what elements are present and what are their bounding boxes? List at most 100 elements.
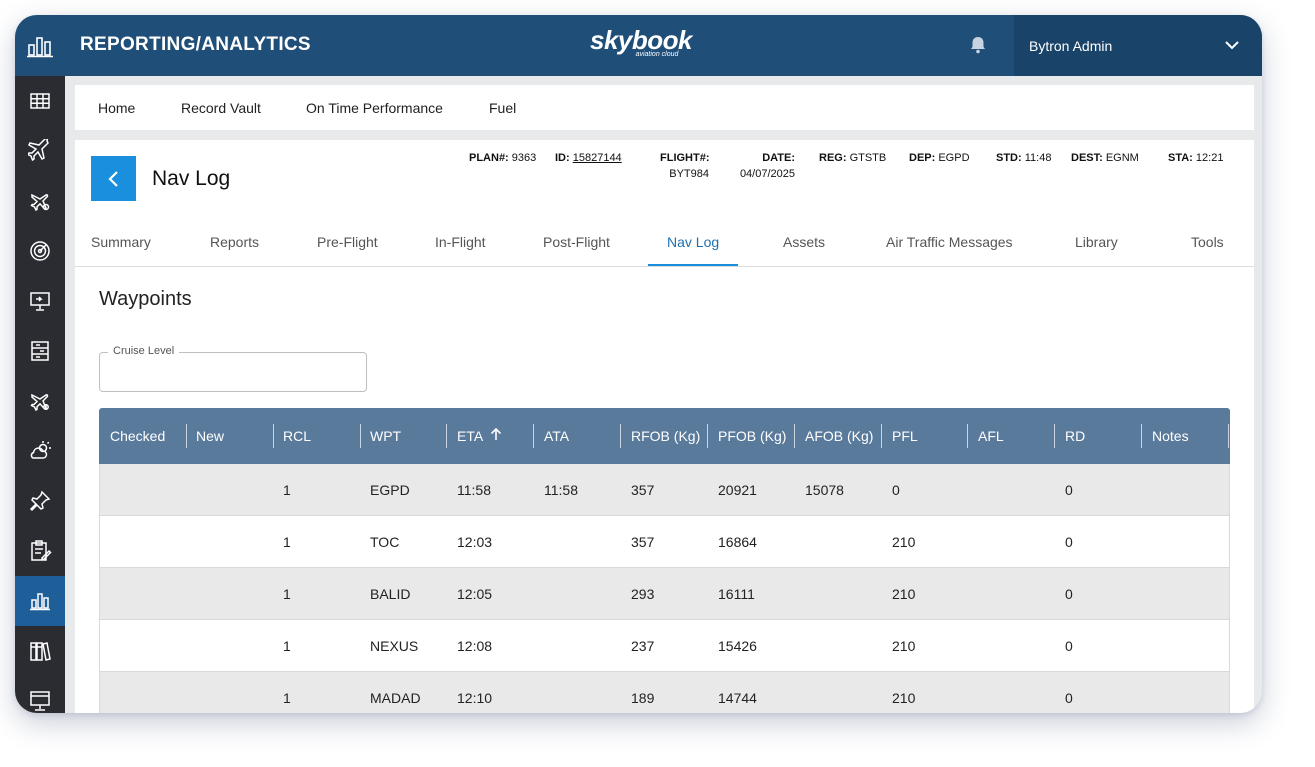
menu-item-home[interactable]: Home xyxy=(98,100,136,116)
bell-icon[interactable] xyxy=(968,35,988,60)
sort-ascending-icon[interactable] xyxy=(490,427,502,446)
airplane-icon[interactable] xyxy=(15,126,65,176)
cell-wpt: BALID xyxy=(370,586,411,602)
main-menu: Home Record Vault On Time Performance Fu… xyxy=(75,85,1254,130)
registration: REG: GTSTB xyxy=(819,152,887,164)
library-icon[interactable] xyxy=(15,626,65,676)
tab-reports[interactable]: Reports xyxy=(210,234,260,250)
column-divider xyxy=(794,424,795,448)
flight-id: ID: 15827144 xyxy=(555,152,622,164)
user-name: Bytron Admin xyxy=(1029,37,1113,54)
column-header-pfl[interactable]: PFL xyxy=(892,428,918,444)
column-header-new[interactable]: New xyxy=(196,428,225,444)
cell-rd: 0 xyxy=(1065,690,1073,706)
table-row[interactable]: 1 MADAD 12:10 189 14744 210 0 xyxy=(99,672,1230,713)
table-border xyxy=(99,464,100,713)
cell-rd: 0 xyxy=(1065,534,1073,550)
cell-rfob: 357 xyxy=(631,534,655,550)
column-header-rcl[interactable]: RCL xyxy=(283,428,312,444)
cell-pfl: 210 xyxy=(892,586,916,602)
table-row[interactable]: 1 BALID 12:05 293 16111 210 0 xyxy=(99,568,1230,620)
tab-nav-log[interactable]: Nav Log xyxy=(667,234,720,250)
cell-wpt: EGPD xyxy=(370,482,410,498)
column-divider xyxy=(707,424,708,448)
back-button[interactable] xyxy=(91,156,136,201)
table-row[interactable]: 1 EGPD 11:58 11:58 357 20921 15078 0 0 xyxy=(99,464,1230,516)
tab-library[interactable]: Library xyxy=(1075,234,1118,250)
column-header-wpt[interactable]: WPT xyxy=(370,428,402,444)
column-header-afob[interactable]: AFOB (Kg) xyxy=(805,428,874,444)
flight-id-link[interactable]: 15827144 xyxy=(572,152,622,164)
grid-icon[interactable] xyxy=(15,76,65,126)
cell-wpt: TOC xyxy=(370,534,400,550)
cell-rd: 0 xyxy=(1065,638,1073,654)
tab-summary[interactable]: Summary xyxy=(91,234,151,250)
column-header-eta[interactable]: ETA xyxy=(457,428,484,444)
tab-post-flight[interactable]: Post-Flight xyxy=(543,234,610,250)
column-divider xyxy=(186,424,187,448)
column-divider xyxy=(273,424,274,448)
active-tab-indicator xyxy=(648,264,738,266)
flight-number: FLIGHT#: BYT984 xyxy=(660,152,710,180)
pin-icon[interactable] xyxy=(15,476,65,526)
cell-pfob: 14744 xyxy=(718,690,757,706)
cell-eta: 12:10 xyxy=(457,690,493,706)
page-title: Nav Log xyxy=(152,167,231,190)
column-divider xyxy=(446,424,447,448)
table-row[interactable]: 1 NEXUS 12:08 237 15426 210 0 xyxy=(99,620,1230,672)
records-icon[interactable] xyxy=(15,326,65,376)
user-menu[interactable]: Bytron Admin xyxy=(1014,15,1262,76)
cruise-level-field[interactable] xyxy=(99,352,367,392)
radar-icon[interactable] xyxy=(15,226,65,276)
checklist-icon[interactable] xyxy=(15,526,65,576)
column-divider xyxy=(1141,424,1142,448)
reporting-logo-icon[interactable] xyxy=(15,15,65,76)
cruise-level-label: Cruise Level xyxy=(108,345,180,357)
table-border xyxy=(1229,464,1230,713)
column-divider xyxy=(1054,424,1055,448)
cell-rcl: 1 xyxy=(283,638,291,654)
tab-air-traffic-messages[interactable]: Air Traffic Messages xyxy=(886,234,1013,250)
tab-bar: Summary Reports Pre-Flight In-Flight Pos… xyxy=(75,220,1254,267)
presentation-icon[interactable] xyxy=(15,276,65,326)
column-divider xyxy=(533,424,534,448)
cell-pfob: 16864 xyxy=(718,534,757,550)
menu-item-fuel[interactable]: Fuel xyxy=(489,100,517,116)
aircraft-maintenance-icon[interactable] xyxy=(15,376,65,426)
top-bar: REPORTING/ANALYTICS skybook aviation clo… xyxy=(15,15,1262,76)
plan-number: PLAN#: 9363 xyxy=(469,152,537,164)
table-header: Checked New RCL WPT ETA ATA RFOB (Kg) PF… xyxy=(99,408,1230,464)
menu-item-record-vault[interactable]: Record Vault xyxy=(181,100,261,116)
reporting-icon[interactable] xyxy=(15,576,65,626)
app-title: REPORTING/ANALYTICS xyxy=(80,34,311,55)
display-icon[interactable] xyxy=(15,676,65,713)
column-header-pfob[interactable]: PFOB (Kg) xyxy=(718,428,787,444)
column-divider xyxy=(360,424,361,448)
flight-ops-icon[interactable] xyxy=(15,176,65,226)
chevron-left-icon xyxy=(107,170,118,187)
column-header-rd[interactable]: RD xyxy=(1065,428,1086,444)
weather-icon[interactable] xyxy=(15,426,65,476)
chevron-down-icon[interactable] xyxy=(1224,38,1240,56)
table-row[interactable]: 1 TOC 12:03 357 16864 210 0 xyxy=(99,516,1230,568)
brand-name: skybook xyxy=(590,25,693,55)
std: STD: 11:48 xyxy=(996,152,1052,164)
cell-pfl: 210 xyxy=(892,534,916,550)
column-header-rfob[interactable]: RFOB (Kg) xyxy=(631,428,701,444)
cell-pfob: 16111 xyxy=(718,586,755,602)
cell-wpt: NEXUS xyxy=(370,638,419,654)
tab-assets[interactable]: Assets xyxy=(783,234,826,250)
menu-item-on-time-performance[interactable]: On Time Performance xyxy=(306,100,443,116)
column-header-notes[interactable]: Notes xyxy=(1152,428,1189,444)
column-divider xyxy=(1228,424,1229,448)
column-header-ata[interactable]: ATA xyxy=(544,428,570,444)
sidebar xyxy=(15,76,65,713)
tab-in-flight[interactable]: In-Flight xyxy=(435,234,486,250)
cell-rcl: 1 xyxy=(283,534,291,550)
destination: DEST: EGNM xyxy=(1071,152,1139,164)
tab-tools[interactable]: Tools xyxy=(1191,234,1224,250)
column-header-afl[interactable]: AFL xyxy=(978,428,1004,444)
tab-pre-flight[interactable]: Pre-Flight xyxy=(317,234,378,250)
column-header-checked[interactable]: Checked xyxy=(110,428,166,444)
cell-pfl: 0 xyxy=(892,482,900,498)
